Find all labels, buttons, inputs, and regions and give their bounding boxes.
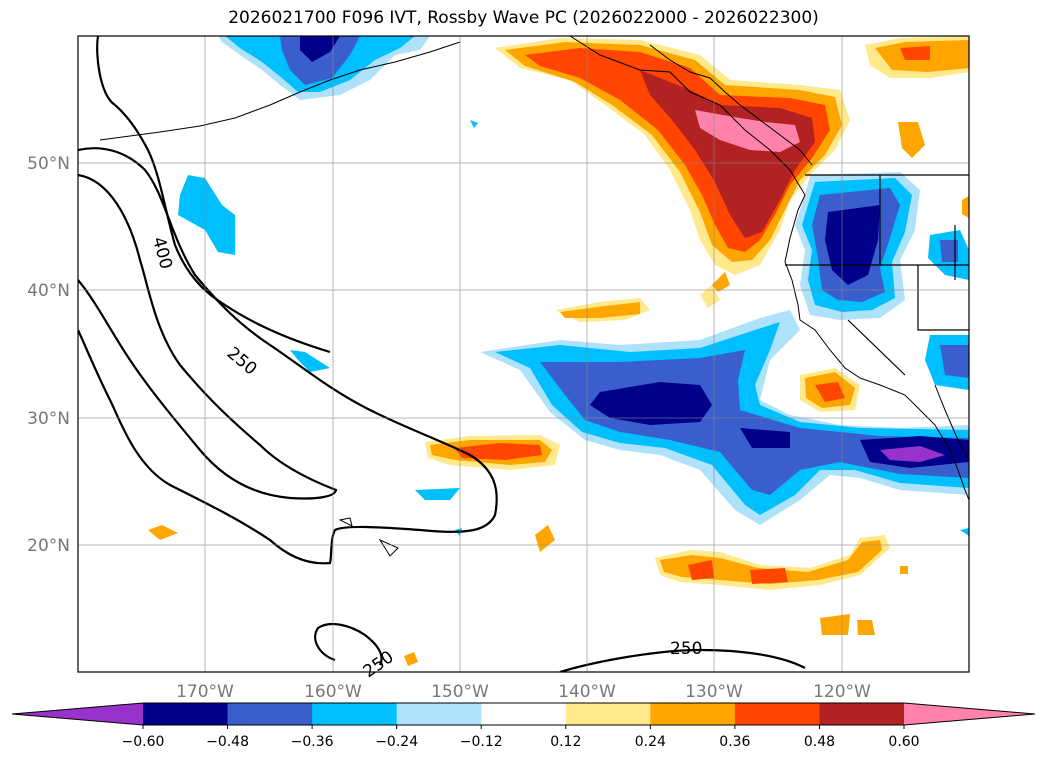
state-borders — [785, 174, 969, 376]
lat-tick-30n: 30°N — [27, 409, 70, 429]
map-title: 2026021700 F096 IVT, Rossby Wave PC (202… — [228, 8, 819, 28]
lon-tick-170w: 170°W — [176, 682, 234, 702]
colorbar-label: 0.60 — [888, 734, 919, 750]
colorbar-label: 0.36 — [719, 734, 750, 750]
colorbar-swatch — [396, 703, 482, 725]
lat-tick-40n: 40°N — [27, 281, 70, 301]
lat-tick-20n: 20°N — [27, 536, 70, 556]
gridlines — [78, 36, 969, 672]
colorbar-label: −0.24 — [375, 734, 418, 750]
colorbar-swatch — [227, 703, 313, 725]
colorbar-label: 0.48 — [804, 734, 835, 750]
colorbar-swatch — [143, 703, 229, 725]
colorbar-swatch — [650, 703, 736, 725]
lon-tick-140w: 140°W — [558, 682, 616, 702]
colorbar-label: −0.48 — [206, 734, 249, 750]
colorbar-swatch — [734, 703, 820, 725]
negative-anomaly-aleutian — [218, 36, 430, 100]
colorbar-label: −0.12 — [460, 734, 503, 750]
lat-tick-50n: 50°N — [27, 154, 70, 174]
map-frame — [77, 35, 970, 673]
colorbar-label: 0.12 — [550, 734, 581, 750]
lon-tick-130w: 130°W — [685, 682, 743, 702]
positive-anomaly-hawaii-ne — [425, 435, 560, 470]
colorbar-label: −0.36 — [291, 734, 334, 750]
colorbar-swatch — [565, 703, 651, 725]
colorbar: −0.60 −0.48 −0.36 −0.24 −0.12 0.12 0.24 0.36 0.4… — [11, 702, 1036, 750]
negative-anomaly-west-us — [795, 172, 920, 320]
colorbar-extend-max — [904, 703, 1035, 725]
colorbar-label: −0.60 — [122, 734, 165, 750]
lon-tick-120w: 120°W — [813, 682, 871, 702]
colorbar-swatch — [819, 703, 905, 725]
negative-anomaly-nw — [178, 175, 235, 255]
colorbar-swatch — [481, 703, 567, 725]
lon-tick-150w: 150°W — [431, 682, 489, 702]
colorbar-label: 0.24 — [635, 734, 666, 750]
colorbar-swatch — [312, 703, 398, 725]
rossby-contours — [78, 36, 806, 672]
positive-anomaly-pacific-nw — [495, 38, 850, 275]
lon-tick-160w: 160°W — [304, 682, 362, 702]
colorbar-extend-min — [12, 703, 143, 725]
contour-label-250c: 250 — [670, 639, 702, 659]
